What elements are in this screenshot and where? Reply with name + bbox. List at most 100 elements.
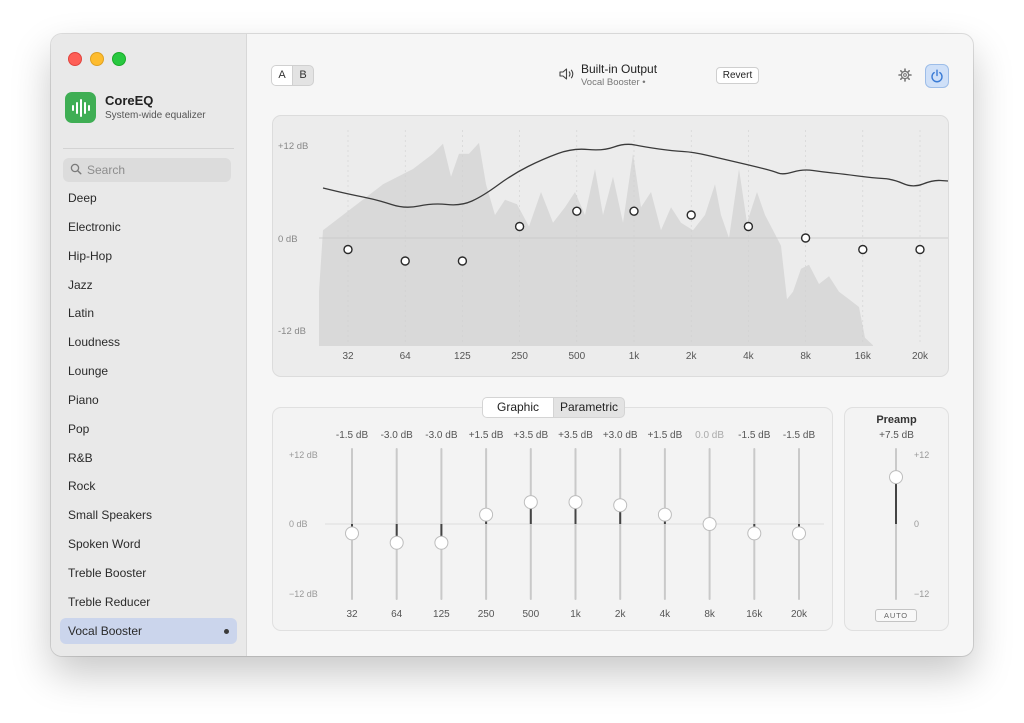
zoom-window-button[interactable]: [112, 52, 126, 66]
preset-item[interactable]: Jazz: [60, 272, 237, 298]
preset-item[interactable]: Vocal Booster: [60, 617, 237, 644]
band-node[interactable]: [572, 206, 582, 216]
preset-label: Loudness: [68, 335, 121, 350]
preset-label: Treble Booster: [68, 565, 147, 580]
app-subtitle: System-wide equalizer: [105, 110, 206, 121]
x-axis-label: 4k: [743, 351, 755, 362]
preset-item[interactable]: Pop: [60, 416, 237, 442]
band-slider-thumb[interactable]: [523, 495, 538, 510]
band-slider-thumb[interactable]: [568, 495, 583, 510]
x-axis-label: 20k: [912, 351, 929, 362]
band-node[interactable]: [400, 256, 410, 266]
x-axis-label: 125: [454, 351, 471, 362]
band-frequency-label: 125: [433, 609, 450, 620]
preset-item[interactable]: Spoken Word: [60, 531, 237, 557]
preamp-thumb[interactable]: [889, 470, 903, 485]
preset-label: Vocal Booster: [68, 623, 143, 638]
band-gain-label: 0.0 dB: [695, 430, 724, 441]
band-node[interactable]: [686, 210, 696, 220]
preset-label: Pop: [68, 421, 90, 436]
y-axis-label: -12 dB: [278, 326, 306, 337]
x-axis-label: 500: [568, 351, 585, 362]
tab-parametric[interactable]: Parametric: [559, 400, 618, 414]
output-device-preset: Vocal Booster •: [581, 77, 646, 88]
band-node[interactable]: [800, 233, 811, 243]
eq-response-curve: [322, 143, 948, 208]
band-slider-thumb[interactable]: [747, 526, 762, 541]
band-node[interactable]: [343, 244, 353, 255]
search-input[interactable]: [87, 158, 227, 182]
x-axis-label: 8k: [800, 351, 812, 362]
y-axis-label: +12 dB: [278, 141, 308, 152]
window-controls: [68, 52, 126, 66]
band-node[interactable]: [457, 256, 468, 266]
preset-list: Deep Electronic Hip-Hop Jazz Latin Loudness Lo…: [60, 185, 237, 647]
band-sliders: +12 dB 0 dB −12 dB -1.5 dB 32 -3.0 dB 64 -3.0 d…: [289, 430, 824, 620]
preset-item[interactable]: Electronic: [60, 214, 237, 240]
band-node[interactable]: [629, 206, 639, 216]
band-gain-label: +1.5 dB: [648, 430, 683, 441]
band-slider-thumb[interactable]: [434, 535, 449, 550]
band-frequency-label: 16k: [746, 609, 763, 620]
preamp-value: +7.5 dB: [879, 430, 914, 441]
band-frequency-label: 4k: [660, 609, 672, 620]
gear-icon[interactable]: [898, 68, 912, 82]
preset-item[interactable]: Treble Reducer: [60, 589, 237, 615]
tab-graphic[interactable]: Graphic: [483, 398, 554, 417]
preset-item[interactable]: Piano: [60, 387, 237, 413]
band-node[interactable]: [743, 221, 754, 232]
x-axis-label: 16k: [855, 351, 872, 362]
band-gain-label: +1.5 dB: [469, 430, 504, 441]
preset-label: Deep: [68, 191, 97, 205]
band-gain-label: -3.0 dB: [425, 430, 458, 441]
preset-item[interactable]: R&B: [60, 445, 237, 471]
preset-item[interactable]: Hip-Hop: [60, 243, 237, 269]
band-gain-label: +3.5 dB: [558, 430, 593, 441]
preamp-scale-label: +12: [914, 450, 929, 460]
preset-item[interactable]: Rock: [60, 473, 237, 499]
app-title: CoreEQ: [105, 93, 154, 108]
ab-button-a[interactable]: A: [272, 66, 293, 85]
band-slider-thumb[interactable]: [657, 507, 672, 522]
preset-item[interactable]: Loudness: [60, 329, 237, 355]
preamp-title: Preamp: [876, 414, 917, 426]
minimize-window-button[interactable]: [90, 52, 104, 66]
band-node[interactable]: [514, 221, 525, 232]
active-preset-dot: [224, 628, 229, 634]
band-slider-thumb[interactable]: [389, 535, 404, 550]
app-window: CoreEQ System-wide equalizer Deep Electro…: [51, 34, 973, 656]
band-node[interactable]: [858, 244, 868, 255]
preamp-auto-button[interactable]: AUTO: [875, 609, 917, 622]
band-node[interactable]: [915, 244, 925, 255]
preset-item[interactable]: Lounge: [60, 358, 237, 384]
power-icon: [931, 69, 943, 83]
band-slider-thumb[interactable]: [613, 498, 628, 513]
band-gain-label: -1.5 dB: [783, 430, 816, 441]
band-slider-thumb[interactable]: [792, 526, 806, 541]
preset-item[interactable]: Latin: [60, 300, 237, 326]
ab-button-b[interactable]: B: [299, 69, 307, 81]
preset-item[interactable]: Treble Booster: [60, 560, 237, 586]
preset-label: Latin: [68, 306, 95, 321]
preset-item[interactable]: Small Speakers: [60, 502, 237, 528]
search-field[interactable]: [63, 158, 231, 182]
band-slider-thumb[interactable]: [702, 517, 717, 531]
preset-label: Lounge: [68, 364, 109, 379]
band-gain-label: +3.0 dB: [603, 430, 638, 441]
close-window-button[interactable]: [68, 52, 82, 66]
main-area: A B Built-in Output Vocal Booster • Reve…: [247, 34, 973, 656]
band-gain-label: -1.5 dB: [336, 430, 369, 441]
preamp-panel: Preamp +7.5 dB +12 0 −12 AUTO: [844, 407, 949, 631]
band-slider-thumb[interactable]: [479, 507, 494, 522]
band-frequency-label: 64: [391, 609, 403, 620]
preset-item[interactable]: Deep: [60, 185, 237, 211]
preset-label: Small Speakers: [68, 508, 153, 523]
band-slider-thumb[interactable]: [345, 526, 359, 541]
preamp-scale-label: −12: [914, 589, 929, 599]
power-button[interactable]: [925, 64, 949, 88]
slider-scale-label: 0 dB: [289, 519, 308, 529]
preamp-slider[interactable]: +12 0 −12: [845, 408, 948, 630]
revert-button[interactable]: Revert: [716, 67, 759, 84]
preset-label: Jazz: [68, 277, 93, 292]
eq-response-graph: +12 dB 0 dB -12 dB 32 64 125 250 500 1k 2k 4k 8k 16k…: [272, 115, 949, 377]
